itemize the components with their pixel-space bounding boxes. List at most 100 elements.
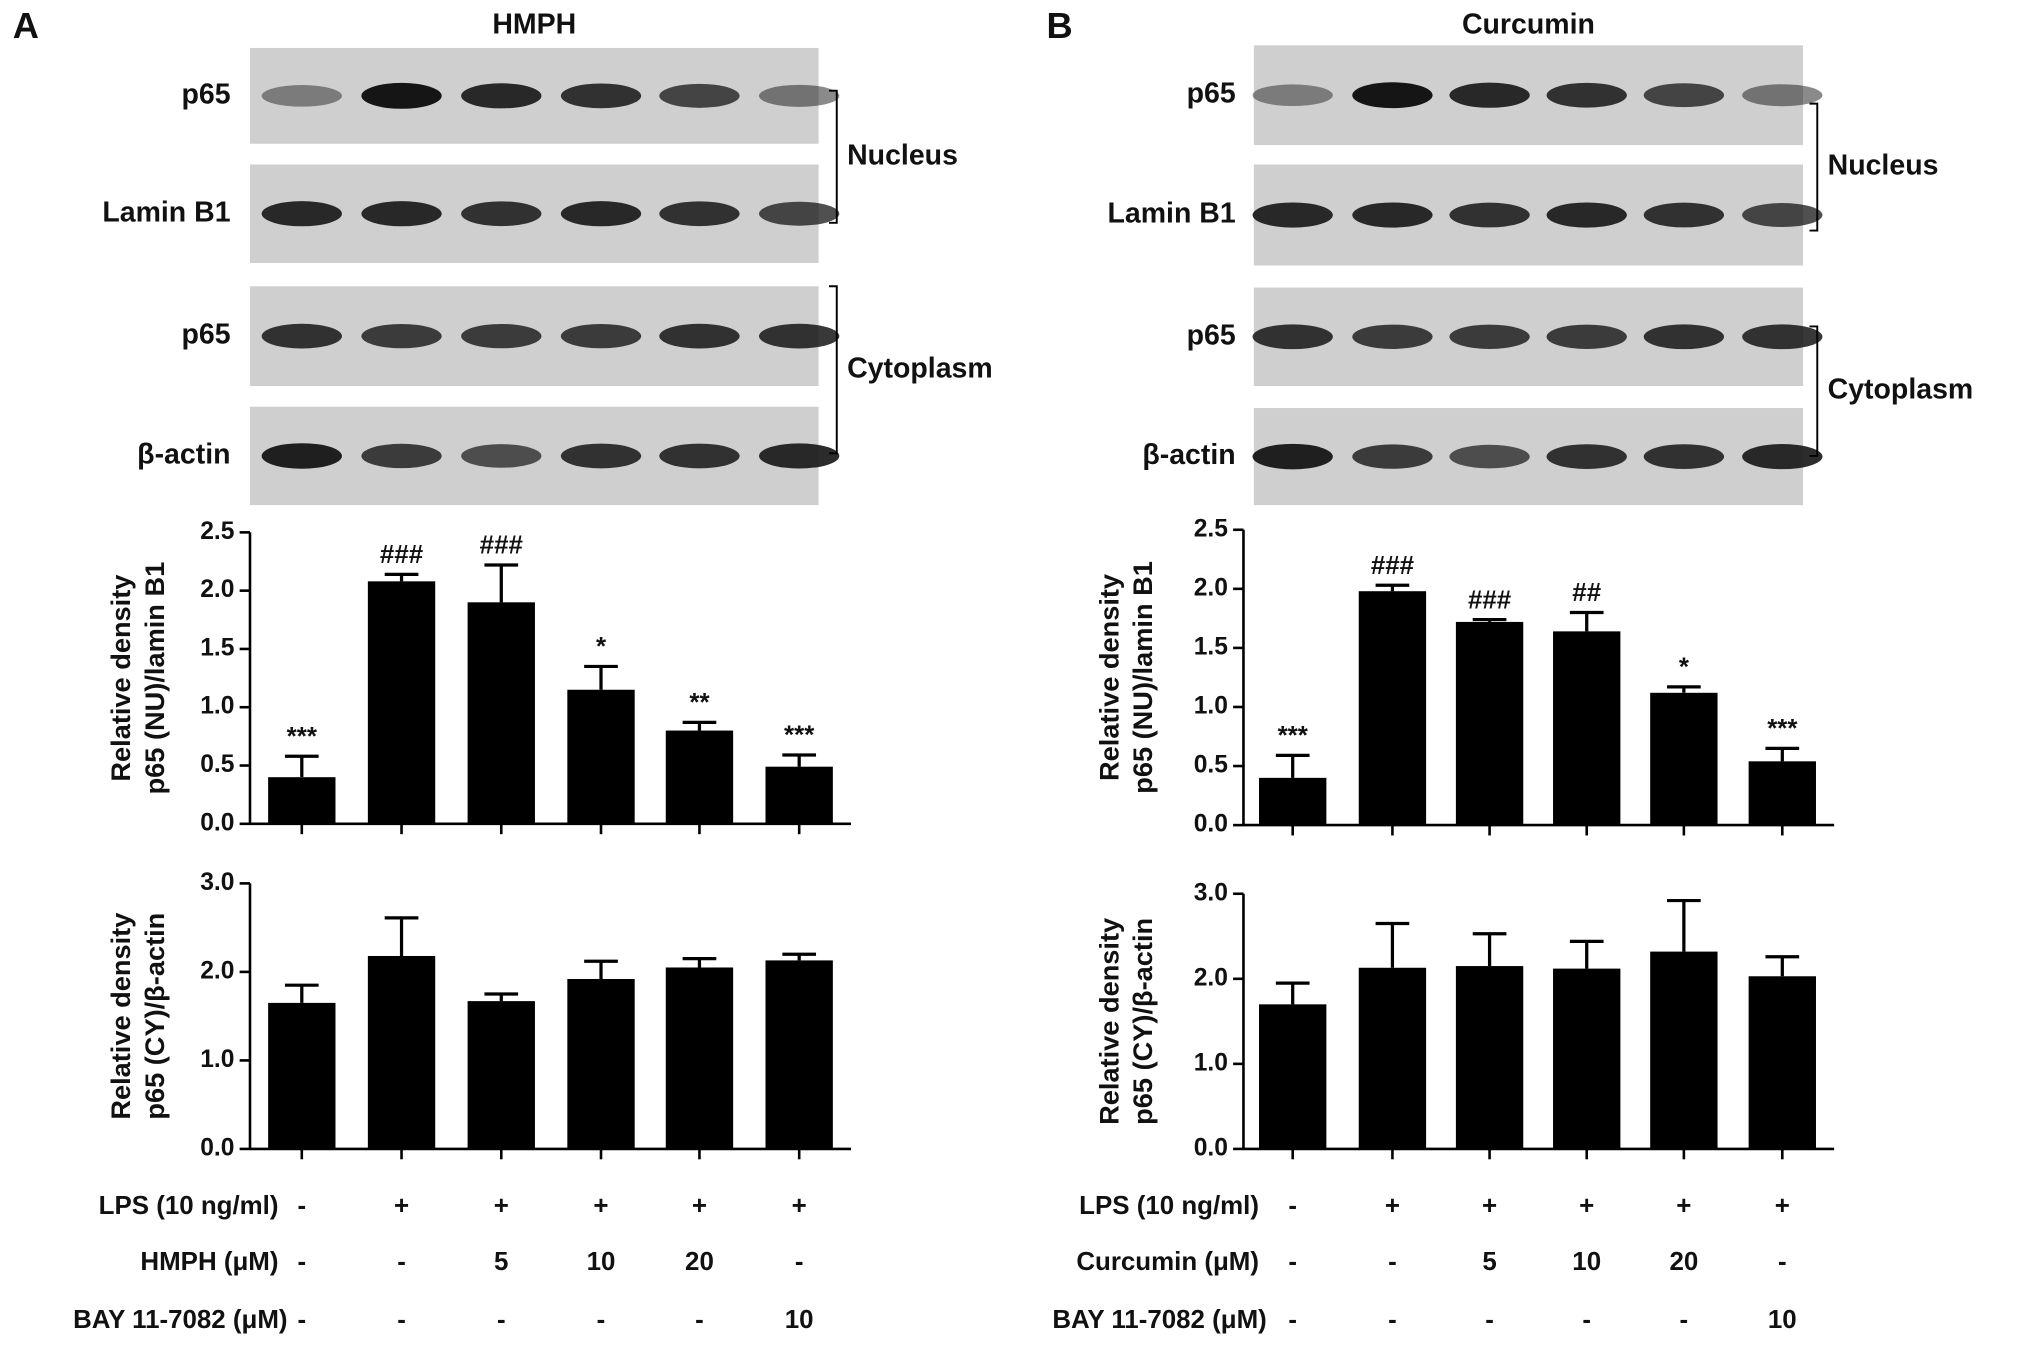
blot-band [1252,324,1333,350]
blot-band [759,323,840,349]
panel-letter: A [13,5,39,46]
blot-band [560,83,642,109]
bar [1358,591,1427,826]
significance-label: ** [689,689,710,717]
treatment-value: - [297,1192,306,1220]
bar [567,689,635,824]
treatment-value: 20 [1669,1248,1698,1276]
error-bar [782,952,817,961]
error-bar [682,957,717,968]
treatment-value: - [1288,1192,1297,1220]
compartment-label: Cytoplasm [1828,374,1974,406]
error-bar [1375,583,1410,592]
blot-band [1742,324,1823,350]
bar [1748,761,1816,826]
treatment-label: Curcumin (μM) [1076,1248,1259,1276]
y-tick-label: 3.0 [1194,879,1228,906]
treatment-value: - [1288,1248,1297,1276]
treatment-value: + [494,1192,509,1220]
error-bar [484,992,519,1002]
treatment-value: 10 [1768,1306,1797,1334]
blot-band [361,323,442,349]
bar [1553,968,1621,1149]
y-tick-label: 3.0 [200,869,234,896]
blot-band [461,201,542,227]
blot-label: β-actin [137,438,230,470]
y-axis-label: p65 (CY)/β-actin [1127,918,1158,1125]
blot-band [1252,202,1333,228]
treatment-value: - [1485,1306,1494,1334]
bracket [1809,102,1819,232]
treatment-value: + [1385,1192,1400,1220]
error-bar [1275,981,1310,1005]
significance-label: ### [480,532,523,560]
y-axis-label: Relative density [1094,574,1125,781]
error-bar [782,753,817,767]
bar [367,955,436,1149]
y-axis-label: p65 (NU)/lamin B1 [139,562,170,795]
y-tick-label: 2.5 [200,518,234,545]
error-bar [1569,939,1604,969]
treatment-value: - [397,1306,406,1334]
error-bar [284,754,319,778]
treatment-value: + [593,1192,608,1220]
significance-label: ## [1572,579,1601,607]
blot-band [560,323,642,349]
blot-band [1449,82,1530,108]
error-bar [1667,898,1701,952]
treatment-value: - [597,1306,606,1334]
bar [467,1001,535,1149]
blot-band [461,323,542,349]
blot-band [1546,82,1627,108]
blot-label: p65 [1187,319,1236,351]
treatment-value: 5 [1482,1248,1496,1276]
treatment-value: 10 [785,1306,814,1334]
blot-band [1643,83,1725,108]
bar [367,581,436,824]
significance-label: *** [784,722,815,750]
y-tick-label: 2.0 [200,576,234,603]
bar [1650,951,1718,1149]
error-bar [1667,685,1701,693]
y-tick-label: 0.0 [200,809,234,836]
bar [1650,692,1718,826]
blot-band [560,443,642,469]
compartment-label: Cytoplasm [847,352,993,384]
error-bar [1765,746,1800,762]
blot-band [759,201,840,226]
significance-label: ### [380,541,423,569]
treatment-value: - [1582,1306,1591,1334]
y-tick-label: 1.0 [1194,692,1228,719]
blot-band [1643,444,1725,469]
blot-band [1352,82,1433,109]
error-bar [384,916,419,956]
treatment-value: + [394,1192,409,1220]
treatment-value: - [297,1248,306,1276]
error-bar [1569,610,1604,632]
blot-band [659,83,740,108]
bracket [1809,325,1819,457]
error-bar [584,664,618,690]
blot-band [659,323,740,349]
treatment-value: - [397,1248,406,1276]
treatment-label: HMPH (μM) [140,1248,278,1276]
y-tick-label: 0.5 [200,751,234,778]
bar [1455,621,1524,826]
blot-band [1449,202,1530,228]
significance-label: ### [1468,586,1511,614]
blot-label: Lamin B1 [1107,198,1235,230]
treatment-value: + [1676,1192,1691,1220]
bar [1455,966,1524,1149]
error-bar [1472,932,1507,967]
treatment-value: + [1482,1192,1497,1220]
treatment-value: + [1775,1192,1790,1220]
blot-band [1742,444,1823,470]
bar [268,1002,336,1149]
significance-label: * [596,633,607,661]
treatment-value: + [1579,1192,1594,1220]
treatment-value: - [1778,1248,1787,1276]
bar [1748,976,1816,1149]
treatment-label: BAY 11-7082 (μM) [73,1306,287,1334]
bar [1259,777,1327,826]
compartment-label: Nucleus [847,139,958,171]
